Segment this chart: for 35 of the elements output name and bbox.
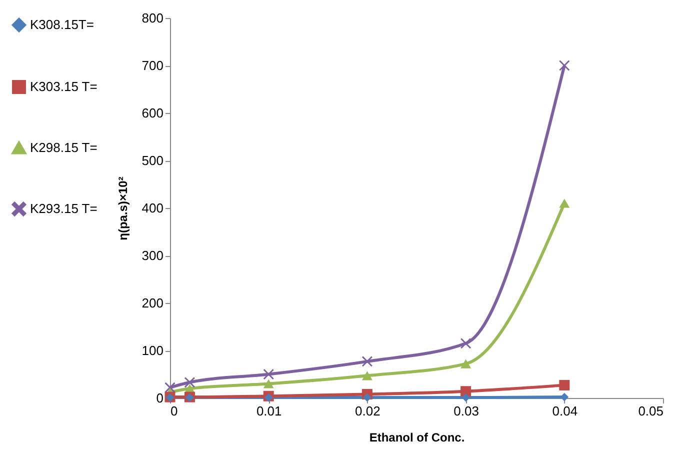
- y-axis-title: η(pa.s)×10²: [116, 176, 130, 240]
- legend-label: K293.15 T=: [30, 201, 98, 216]
- point: [263, 379, 274, 388]
- point: [460, 338, 472, 349]
- y-tick-label: 400: [142, 200, 164, 216]
- point: [362, 371, 372, 380]
- point: [362, 356, 372, 367]
- x-tick-label: 0: [170, 404, 178, 418]
- y-tick-label: 200: [142, 296, 164, 310]
- y-tick-label: 800: [142, 10, 164, 26]
- x-tick-label: 0.04: [552, 404, 578, 418]
- point: [264, 393, 273, 402]
- y-tick-label: 700: [142, 58, 164, 73]
- point: [184, 377, 195, 388]
- x-tick-label: 0.02: [355, 404, 380, 418]
- x-axis-title: Ethanol of Conc.: [369, 430, 465, 444]
- y-tick-label: 0: [156, 390, 164, 406]
- point: [462, 393, 470, 402]
- point: [559, 60, 570, 71]
- x-tick-label: 0.05: [638, 404, 664, 418]
- point: [559, 198, 570, 208]
- point: [263, 369, 274, 380]
- y-tick-label: 300: [142, 248, 164, 263]
- legend-label: K303.15 T=: [30, 79, 98, 94]
- point: [363, 393, 372, 402]
- point: [460, 386, 472, 397]
- legend-label: K308.15T=: [30, 17, 94, 32]
- y-tick-label: 600: [142, 106, 164, 120]
- x-tick-label: 0.01: [256, 404, 282, 418]
- x-tick-label: 0.03: [454, 404, 479, 418]
- point: [559, 380, 570, 390]
- y-tick-label: 500: [142, 153, 164, 168]
- legend-label: K298.15 T=: [30, 140, 98, 155]
- point: [460, 359, 472, 368]
- y-tick-label: 100: [142, 343, 164, 358]
